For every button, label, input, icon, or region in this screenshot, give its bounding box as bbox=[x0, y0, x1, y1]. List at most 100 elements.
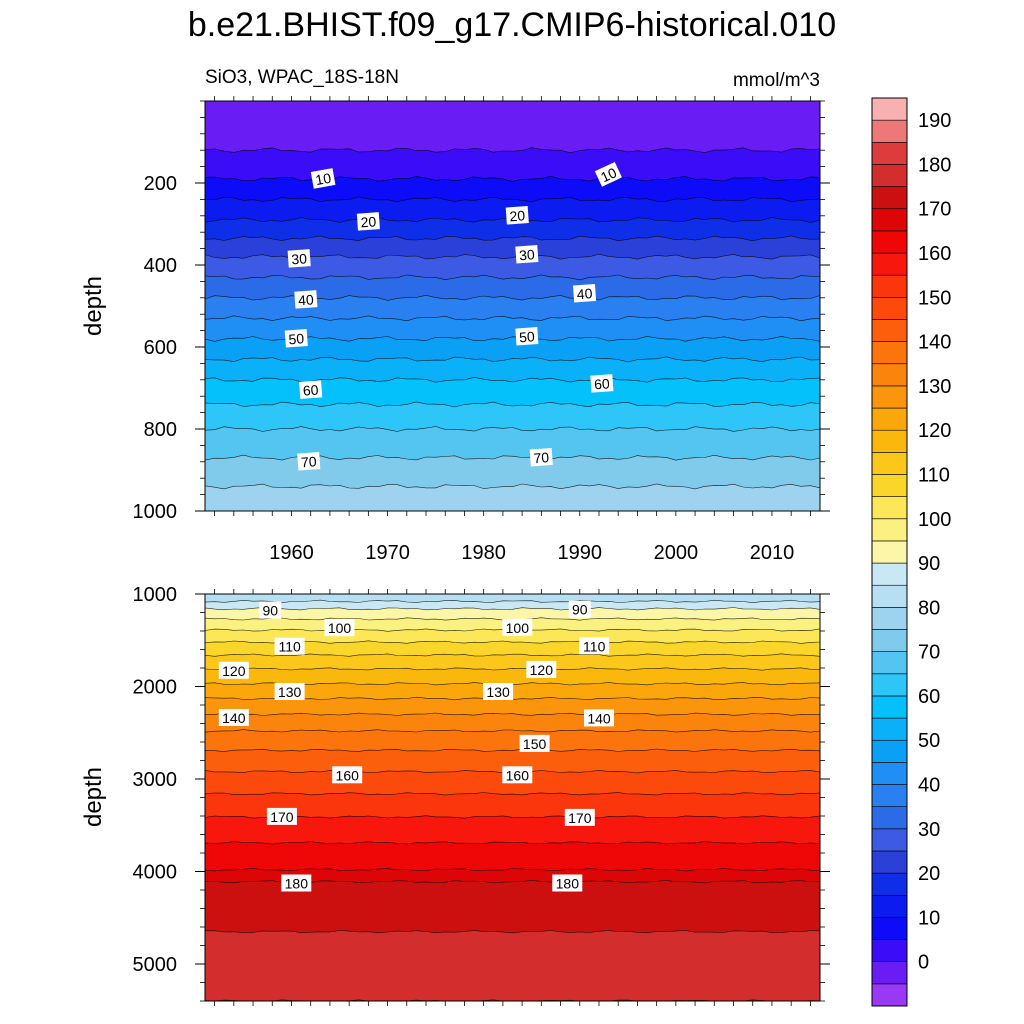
colorbar-tick-label: 60 bbox=[918, 686, 940, 708]
contour-label: 30 bbox=[287, 249, 311, 268]
contour-line bbox=[205, 712, 821, 716]
colorbar-tick-label: 100 bbox=[918, 509, 951, 531]
contour-band bbox=[204, 841, 821, 872]
colorbar-box bbox=[871, 186, 908, 210]
colorbar-tick-label: 190 bbox=[918, 110, 951, 132]
colorbar-tick-label: 160 bbox=[918, 243, 951, 265]
contour-label-text: 110 bbox=[278, 639, 301, 655]
contour-band bbox=[204, 712, 821, 733]
x-tick-label: 1990 bbox=[558, 542, 603, 564]
contour-label: 90 bbox=[259, 601, 282, 619]
y-tick-label: 2000 bbox=[133, 677, 178, 699]
subtitle-left: SiO3, WPAC_18S-18N bbox=[205, 67, 399, 88]
contour-line bbox=[204, 335, 821, 342]
colorbar-box bbox=[871, 739, 908, 763]
colorbar-box bbox=[871, 784, 908, 807]
colorbar-box bbox=[871, 208, 908, 232]
colorbar-box bbox=[871, 806, 908, 830]
contour-label-text: 100 bbox=[506, 620, 530, 636]
contour-label: 10 bbox=[310, 168, 336, 189]
colorbar-box bbox=[871, 717, 908, 741]
colorbar-box bbox=[871, 429, 908, 453]
contour-line bbox=[204, 274, 821, 281]
contour-line bbox=[204, 483, 821, 490]
colorbar-box bbox=[871, 341, 908, 365]
contour-line bbox=[204, 401, 821, 408]
contour-label-text: 20 bbox=[509, 207, 526, 224]
contour-label-text: 180 bbox=[556, 876, 580, 892]
contour-line bbox=[204, 667, 821, 671]
colorbar-box bbox=[871, 363, 908, 387]
lower-y-axis-label: depth bbox=[80, 767, 107, 827]
contour-label: 70 bbox=[529, 447, 553, 467]
contour-label-text: 40 bbox=[298, 291, 315, 308]
colorbar-box bbox=[871, 939, 908, 963]
colorbar-tick-label: 30 bbox=[918, 819, 940, 841]
colorbar-tick-label: 50 bbox=[918, 730, 940, 752]
contour-label-text: 10 bbox=[314, 170, 332, 188]
contour-label: 110 bbox=[274, 637, 305, 655]
colorbar-box bbox=[871, 496, 908, 520]
contour-label-text: 20 bbox=[360, 213, 377, 230]
contour-label-text: 60 bbox=[594, 375, 611, 392]
contour-line bbox=[204, 729, 821, 733]
y-tick-label: 1000 bbox=[133, 501, 178, 523]
x-tick-label: 1960 bbox=[269, 542, 314, 564]
colorbar-box bbox=[871, 452, 908, 475]
colorbar-tick-label: 20 bbox=[918, 863, 940, 885]
colorbar-tick-labels: 0 10 20 30 40 50 60 70 80 90 100 110 120 130 140 150 160… bbox=[918, 110, 951, 974]
colorbar-tick-label: 120 bbox=[918, 420, 951, 442]
y-tick-label: 4000 bbox=[133, 862, 178, 884]
lower-panel: 90 90 100 100 110 110 120 120 130 130 140 140 150 160… bbox=[80, 584, 830, 1006]
contour-line bbox=[204, 868, 821, 872]
contour-label-text: 90 bbox=[263, 603, 279, 619]
upper-y-axis-label: depth bbox=[80, 276, 107, 336]
contour-label: 50 bbox=[515, 327, 539, 346]
y-tick-label: 200 bbox=[144, 173, 177, 195]
colorbar-box bbox=[871, 407, 908, 431]
contour-line bbox=[204, 426, 821, 432]
lower-contour-labels: 90 90 100 100 110 110 120 120 130 130 140 140 150 160… bbox=[218, 600, 614, 892]
contour-label-text: 50 bbox=[519, 328, 536, 345]
y-tick-label: 1000 bbox=[133, 584, 178, 606]
contour-label-text: 30 bbox=[291, 250, 308, 267]
contour-label: 170 bbox=[266, 807, 297, 825]
contour-line bbox=[204, 841, 821, 845]
contour-band bbox=[204, 426, 821, 461]
contour-label: 20 bbox=[356, 212, 380, 231]
colorbar-box bbox=[871, 894, 908, 918]
contour-line bbox=[204, 196, 821, 203]
colorbar-box bbox=[871, 562, 908, 586]
contour-label: 160 bbox=[502, 766, 533, 784]
contour-label-text: 170 bbox=[270, 809, 294, 825]
contour-label: 120 bbox=[526, 660, 557, 678]
contour-label-text: 140 bbox=[587, 710, 611, 726]
contour-label-text: 90 bbox=[572, 602, 588, 618]
contour-band bbox=[204, 100, 821, 154]
contour-label: 180 bbox=[552, 874, 583, 892]
contour-band bbox=[204, 454, 821, 490]
chart-title: b.e21.BHIST.f09_g17.CMIP6-historical.010 bbox=[188, 6, 836, 44]
contour-label: 140 bbox=[218, 709, 249, 726]
contour-line bbox=[204, 930, 821, 934]
contour-band bbox=[204, 815, 821, 845]
colorbar-box bbox=[871, 540, 908, 564]
colorbar-box bbox=[871, 230, 908, 254]
contour-band bbox=[204, 792, 821, 819]
contour-line bbox=[204, 640, 821, 644]
contour-label: 110 bbox=[579, 637, 610, 655]
contour-band bbox=[204, 667, 821, 686]
y-tick-label: 600 bbox=[144, 337, 177, 359]
x-tick-label: 1970 bbox=[365, 542, 410, 564]
contour-line bbox=[204, 748, 821, 752]
contour-label-text: 130 bbox=[486, 684, 510, 700]
contour-label: 30 bbox=[515, 245, 539, 264]
colorbar-tick-label: 110 bbox=[918, 464, 950, 486]
upper-plot-frame bbox=[204, 100, 821, 512]
colorbar-tick-label: 80 bbox=[918, 597, 940, 619]
contour-line bbox=[204, 315, 821, 322]
contour-label-text: 140 bbox=[222, 710, 246, 726]
colorbar-tick-label: 70 bbox=[918, 642, 940, 664]
contour-label-text: 160 bbox=[336, 767, 360, 783]
